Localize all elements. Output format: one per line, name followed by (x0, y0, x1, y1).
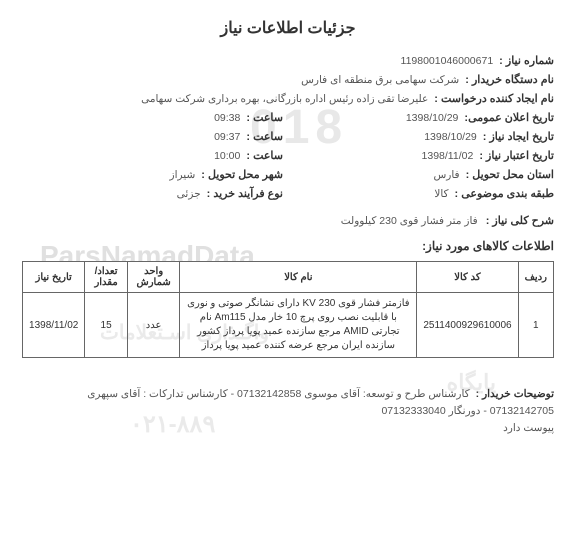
pub-date-label: تاریخ اعلان عمومی: (464, 111, 554, 124)
cell-name: فازمتر فشار قوی 230 KV دارای نشانگر صوتی… (180, 293, 417, 358)
pub-date-value: 1398/10/29 (406, 112, 459, 124)
th-name: نام کالا (180, 262, 417, 293)
pub-time-label: ساعت : (246, 111, 283, 124)
buyer-value: شرکت سهامی برق منطقه ای فارس (301, 74, 459, 86)
cell-qty: 15 (85, 293, 128, 358)
process-value: جزئی (177, 188, 201, 200)
row-need-no: شماره نیاز : 1198001046000671 (22, 54, 554, 67)
row-process: نوع فرآیند خرید : جزئی (22, 187, 283, 200)
city-label: شهر محل تحویل : (201, 168, 283, 181)
valid-time-value: 10:00 (214, 150, 240, 162)
need-no-label: شماره نیاز : (499, 54, 554, 67)
city-value: شیراز (170, 169, 196, 181)
items-section-label: اطلاعات کالاهای مورد نیاز: (22, 239, 554, 253)
table-header-row: ردیف کد کالا نام کالا واحد شمارش تعداد/ … (23, 262, 554, 293)
province-label: استان محل تحویل : (466, 168, 554, 181)
row-create-date: تاریخ ایجاد نیاز : 1398/10/29 (293, 130, 554, 143)
th-date: تاریخ نیاز (23, 262, 85, 293)
row-buyer: نام دستگاه خریدار : شرکت سهامی برق منطقه… (22, 73, 554, 86)
info-grid: شماره نیاز : 1198001046000671 نام دستگاه… (22, 54, 554, 200)
row-valid-time: ساعت : 10:00 (22, 149, 283, 162)
cell-code: 2511400929610006 (417, 293, 518, 358)
cell-unit: عدد (127, 293, 180, 358)
requester-label: نام ایجاد کننده درخواست : (434, 92, 554, 105)
province-value: فارس (433, 169, 459, 181)
page-title: جزئیات اطلاعات نیاز (22, 18, 554, 38)
cell-row: 1 (518, 293, 553, 358)
row-city: شهر محل تحویل : شیراز (22, 168, 283, 181)
valid-date-value: 1398/11/02 (422, 150, 474, 162)
th-unit: واحد شمارش (127, 262, 180, 293)
pub-time-value: 09:38 (214, 112, 240, 124)
subject-value: کالا (434, 188, 448, 200)
row-create-time: ساعت : 09:37 (22, 130, 283, 143)
create-time-value: 09:37 (214, 131, 240, 143)
table-row: 1 2511400929610006 فازمتر فشار قوی 230 K… (23, 293, 554, 358)
th-code: کد کالا (417, 262, 518, 293)
footer-line3: پیوست دارد (22, 420, 554, 437)
valid-time-label: ساعت : (246, 149, 283, 162)
footer-label: توضیحات خریدار : (476, 386, 554, 403)
footer-line1: کارشناس طرح و توسعه: آقای موسوی 07132142… (87, 386, 469, 403)
desc-value: فاز متر فشار قوی 230 کیلوولت (341, 215, 478, 227)
footer: توضیحات خریدار : کارشناس طرح و توسعه: آق… (22, 386, 554, 436)
buyer-label: نام دستگاه خریدار : (465, 73, 554, 86)
row-subject: طبقه بندی موضوعی : کالا (293, 187, 554, 200)
need-no-value: 1198001046000671 (401, 55, 494, 67)
create-time-label: ساعت : (246, 130, 283, 143)
cell-date: 1398/11/02 (23, 293, 85, 358)
th-qty: تعداد/ مقدار (85, 262, 128, 293)
create-date-value: 1398/10/29 (424, 131, 477, 143)
footer-line2: 07132142705 - دورنگار 07132333040 (22, 403, 554, 420)
desc-label: شرح کلی نیاز : (486, 214, 554, 227)
row-province: استان محل تحویل : فارس (293, 168, 554, 181)
items-table: ردیف کد کالا نام کالا واحد شمارش تعداد/ … (22, 261, 554, 358)
valid-date-label: تاریخ اعتبار نیاز : (479, 149, 554, 162)
subject-label: طبقه بندی موضوعی : (455, 187, 554, 200)
create-date-label: تاریخ ایجاد نیاز : (483, 130, 554, 143)
row-valid-date: تاریخ اعتبار نیاز : 1398/11/02 (293, 149, 554, 162)
th-row: ردیف (518, 262, 553, 293)
requester-value: علیرضا تقی زاده رئیس اداره بازرگانی، بهر… (141, 93, 428, 105)
row-requester: نام ایجاد کننده درخواست : علیرضا تقی زاد… (22, 92, 554, 105)
row-pub-date: تاریخ اعلان عمومی: 1398/10/29 (293, 111, 554, 124)
row-pub-time: ساعت : 09:38 (22, 111, 283, 124)
process-label: نوع فرآیند خرید : (207, 187, 283, 200)
row-desc: شرح کلی نیاز : فاز متر فشار قوی 230 کیلو… (22, 214, 554, 227)
